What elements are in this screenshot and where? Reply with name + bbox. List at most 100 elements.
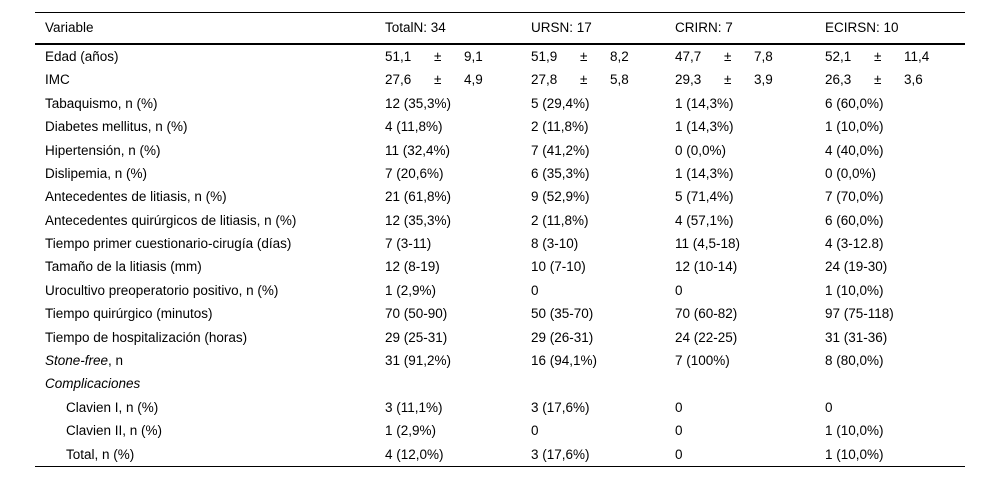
cell-value: 3 (17,6%) [531,446,590,462]
cell-value: 4 (11,8%) [385,119,443,135]
row-label: Antecedentes quirúrgicos de litiasis, n … [35,213,385,228]
cell-value: 6 (60,0%) [825,212,884,228]
cell-value: 4 (12,0%) [385,446,444,462]
table-row: Tamaño de la litiasis (mm) 12 (8-19) 10 (7… [35,256,965,279]
row-label: Urocultivo preoperatorio positivo, n (%) [35,284,385,298]
row-label: IMC [35,73,385,87]
cell-value: 51,1 ±9,1 [385,50,531,64]
plus-minus-sign: ± [434,72,442,88]
cell-value: 1 (14,3%) [675,119,734,135]
cell-value: 0 [531,282,539,298]
cell-value: 21 (61,8%) [385,189,452,205]
mean-value: 51,1 [385,48,412,64]
table-row: Tabaquismo, n (%) 12 (35,3%) 5 (29,4%) 1 (1… [35,92,965,115]
row-label-part: Clavien I, n (%) [66,399,159,415]
cell-value: 70 (60-82) [675,306,738,322]
row-label: Clavien I, n (%) [35,401,385,415]
table-row: Antecedentes de litiasis, n (%) 21 (61,8%… [35,185,965,208]
cell-value: 24 (19-30) [825,259,888,275]
cell-value: 27,6 ±4,9 [385,73,531,87]
plus-minus-sign: ± [724,48,732,64]
row-label: Stone-free, n [35,354,385,368]
cell-value: 5 (29,4%) [531,95,590,111]
cell-value: 0 [675,423,683,439]
table-row: Complicaciones [35,372,965,395]
table-row: Tiempo quirúrgico (minutos) 70 (50-90) 50 … [35,302,965,325]
cell-value: 16 (94,1%) [531,353,598,369]
mean-value: 52,1 [825,48,852,64]
plus-minus-sign: ± [874,48,882,64]
mean-value: 26,3 [825,72,852,88]
table-body: Edad (años) 51,1 ±9,1 51,9 ±8,2 47,7 ±7,8 52,1 ±… [35,45,965,466]
row-label: Tiempo primer cuestionario-cirugía (días… [35,237,385,251]
mean-value: 47,7 [675,48,702,64]
row-label-part: Tiempo de hospitalización (horas) [45,329,248,345]
table-row: IMC 27,6 ±4,9 27,8 ±5,8 29,3 ±3,9 26,3 ±3,6 [35,68,965,91]
cell-value: 7 (100%) [675,353,730,369]
table-row: Antecedentes quirúrgicos de litiasis, n … [35,209,965,232]
row-label-part: Dislipemia, n (%) [45,165,148,181]
cell-value: 1 (14,3%) [675,95,734,111]
cell-value: 4 (40,0%) [825,142,884,158]
cell-value: 47,7 ±7,8 [675,50,825,64]
cell-value: 3 (17,6%) [531,399,590,415]
cell-value: 50 (35-70) [531,306,594,322]
cell-value: 9 (52,9%) [531,189,590,205]
cell-value: 27,8 ±5,8 [531,73,675,87]
table-row: Edad (años) 51,1 ±9,1 51,9 ±8,2 47,7 ±7,8 52,1 ±… [35,45,965,68]
table-header: Variable TotalN: 34 URSN: 17 CRIRN: 7 EC… [35,13,965,45]
cell-value: 1 (10,0%) [825,282,884,298]
row-label: Edad (años) [35,50,385,64]
plus-minus-sign: ± [724,72,732,88]
row-label-part: Tiempo primer cuestionario-cirugía (días… [45,236,292,252]
sd-value: 8,2 [610,48,629,64]
cell-value: 12 (35,3%) [385,95,452,111]
row-label: Antecedentes de litiasis, n (%) [35,190,385,204]
row-label-part: Urocultivo preoperatorio positivo, n (%) [45,282,279,298]
column-header-variable: Variable [45,20,94,36]
cell-value: 4 (3-12.8) [825,236,884,252]
cell-value: 0 [825,399,833,415]
row-label: Complicaciones [35,377,385,391]
column-header-urs: URSN: 17 [531,20,592,36]
row-label-part: Edad (años) [45,48,119,64]
cell-value: 0 [531,423,539,439]
sd-value: 3,6 [904,72,923,88]
cell-value: 11 (32,4%) [385,142,451,158]
table-row: Urocultivo preoperatorio positivo, n (%)… [35,279,965,302]
cell-value: 2 (11,8%) [531,119,589,135]
cell-value: 12 (8-19) [385,259,440,275]
plus-minus-sign: ± [434,48,442,64]
cell-value: 7 (20,6%) [385,165,444,181]
plus-minus-sign: ± [580,72,588,88]
row-label-italic-part: Complicaciones [45,376,141,392]
plus-minus-sign: ± [874,72,882,88]
row-label-part: IMC [45,72,70,88]
cell-value: 0 [675,446,683,462]
cell-value: 52,1 ±11,4 [825,50,965,64]
cell-value: 11 (4,5-18) [675,236,741,252]
cell-value: 4 (57,1%) [675,212,734,228]
sd-value: 5,8 [610,72,629,88]
row-label: Tabaquismo, n (%) [35,95,385,111]
cell-value: 97 (75-118) [825,306,894,322]
cell-value: 70 (50-90) [385,306,448,322]
table-row: Clavien I, n (%) 3 (11,1%) 3 (17,6%) 0 0 [35,396,965,419]
table-row: Dislipemia, n (%) 7 (20,6%) 6 (35,3%) 1 (14… [35,162,965,185]
cell-value: 0 [675,399,683,415]
row-label-italic-part: Stone-free [45,353,109,369]
column-header-crir: CRIRN: 7 [675,20,733,36]
cell-value: 1 (14,3%) [675,165,734,181]
sd-value: 11,4 [904,48,930,64]
cell-value: 1 (10,0%) [825,119,884,135]
row-label-part: , n [108,353,124,369]
cell-value: 1 (2,9%) [385,282,437,298]
row-label-part: Total, n (%) [66,446,135,462]
mean-value: 27,6 [385,72,412,88]
cell-value: 29 (26-31) [531,329,594,345]
cell-value: 8 (3-10) [531,236,579,252]
cell-value: 2 (11,8%) [531,212,589,228]
row-label: Dislipemia, n (%) [35,167,385,181]
row-label-part: Tabaquismo, n (%) [45,95,158,111]
